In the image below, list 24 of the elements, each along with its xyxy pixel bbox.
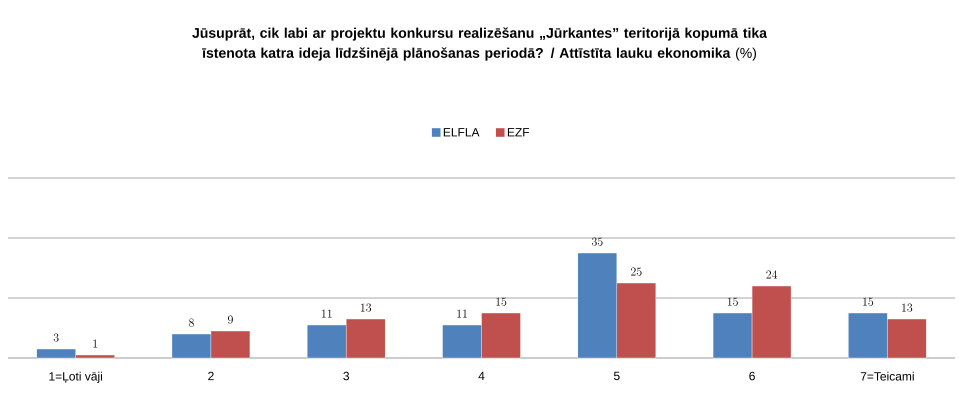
x-tick-label: 7=Teicami bbox=[860, 372, 914, 381]
data-label: 11 bbox=[322, 310, 332, 318]
x-tick-label: 3 bbox=[343, 372, 350, 380]
data-label: 13 bbox=[902, 304, 912, 312]
data-label: 11 bbox=[457, 310, 467, 318]
legend-label: ELFLA bbox=[444, 128, 480, 136]
data-label: 1 bbox=[93, 340, 98, 348]
x-tick-label: 5 bbox=[614, 372, 620, 380]
x-tick-label: 2 bbox=[208, 372, 214, 380]
data-label: 13 bbox=[360, 304, 372, 312]
x-tick-label: 1=Ļoti vāji bbox=[49, 372, 102, 384]
data-label: 15 bbox=[728, 298, 738, 306]
data-label: 15 bbox=[863, 298, 874, 306]
data-label: 35 bbox=[592, 238, 603, 246]
legend-label: EZF bbox=[508, 128, 530, 136]
x-tick-label: 6 bbox=[749, 372, 755, 380]
data-label: 15 bbox=[496, 298, 506, 306]
data-label: 25 bbox=[631, 268, 642, 276]
data-label: 3 bbox=[54, 334, 59, 342]
data-label: 24 bbox=[766, 270, 778, 278]
data-label: 8 bbox=[188, 318, 194, 327]
x-tick-label: 4 bbox=[478, 372, 484, 380]
data-label: 9 bbox=[228, 316, 233, 324]
chart-title: Jūsuprāt, cik labi ar projektu konkursu realizēšanu „Jūrkantes” teritorijā kopumā tika īstenota katra ideja līdzšinējā plānošanas periodā? / Attīstīta lauku ekonomika (%) bbox=[192, 27, 768, 61]
